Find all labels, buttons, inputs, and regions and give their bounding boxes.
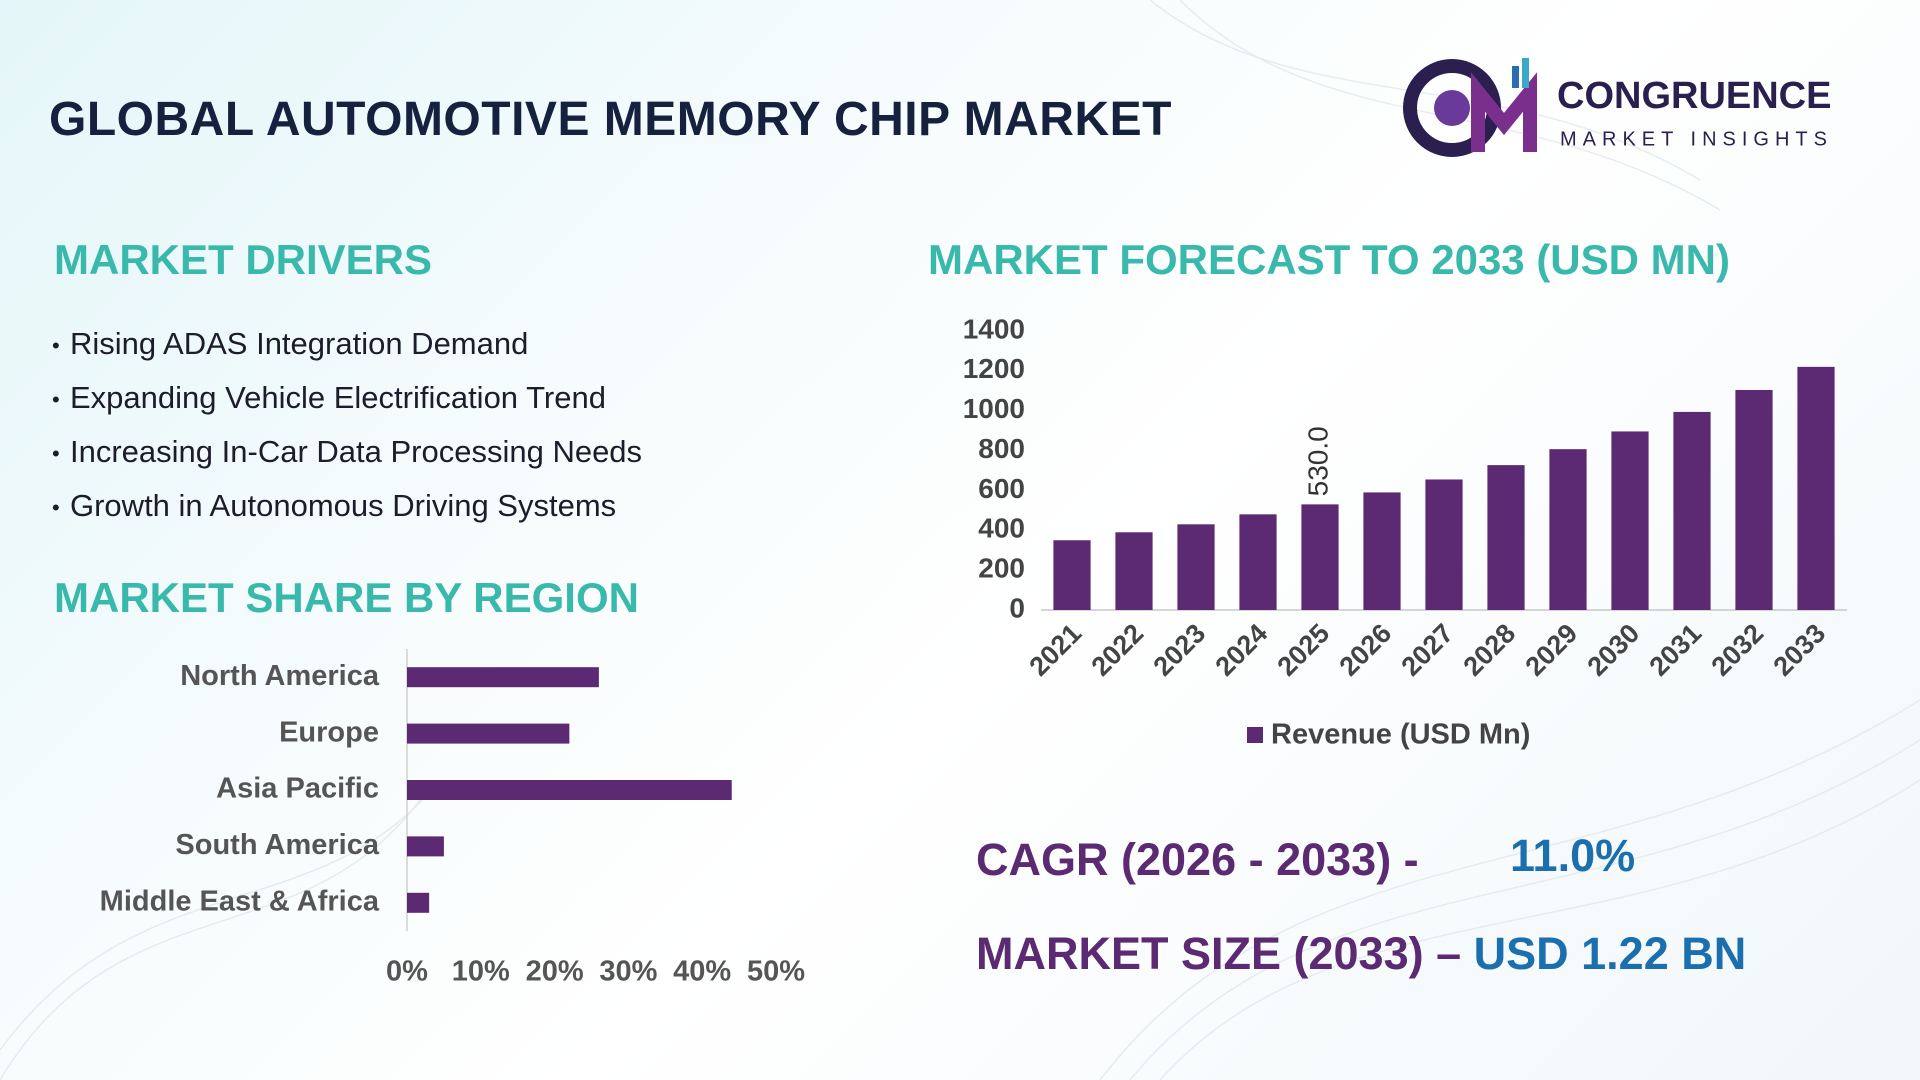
- y-tick-label: 1200: [963, 353, 1025, 384]
- bar: [407, 892, 430, 913]
- page-title: GLOBAL AUTOMOTIVE MEMORY CHIP MARKET: [49, 93, 1172, 146]
- bar: [1053, 540, 1091, 610]
- legend-label: Revenue (USD Mn): [1271, 719, 1530, 751]
- drivers-list: Rising ADAS Integration Demand Expanding…: [52, 322, 642, 538]
- bar: [1549, 449, 1587, 610]
- market-size: MARKET SIZE (2033) – USD 1.22 BN: [976, 928, 1746, 980]
- y-tick-label: 0: [1009, 592, 1025, 623]
- x-tick-label: 2028: [1458, 618, 1522, 682]
- x-tick-label: 40%: [673, 956, 731, 988]
- bar: [1363, 492, 1401, 610]
- x-tick-label: 2030: [1582, 618, 1646, 682]
- x-tick-label: 0%: [386, 956, 428, 988]
- x-tick-label: 2021: [1024, 618, 1088, 682]
- bar: [407, 836, 444, 857]
- bar: [407, 780, 732, 800]
- y-tick-label: Asia Pacific: [216, 773, 379, 805]
- y-tick-label: 800: [978, 433, 1025, 464]
- bar: [1177, 524, 1215, 610]
- bar: [1611, 431, 1649, 610]
- driver-item: Rising ADAS Integration Demand: [52, 322, 642, 376]
- legend-swatch: [1247, 727, 1263, 743]
- cagr: CAGR (2026 - 2033) -: [976, 834, 1419, 886]
- y-tick-label: Middle East & Africa: [100, 885, 380, 917]
- cagr-value: 11.0%: [1510, 830, 1636, 881]
- x-tick-label: 2024: [1210, 618, 1274, 682]
- y-tick-label: 1000: [963, 393, 1025, 424]
- value-label: 530.0: [1302, 426, 1333, 496]
- x-tick-label: 2025: [1272, 618, 1336, 682]
- bar: [1673, 411, 1711, 610]
- cagr-label: CAGR (2026 - 2033) -: [976, 834, 1419, 885]
- x-tick-label: 2031: [1644, 618, 1708, 682]
- y-tick-label: South America: [175, 829, 379, 861]
- y-tick-label: North America: [180, 660, 380, 692]
- driver-item: Increasing In-Car Data Processing Needs: [52, 430, 642, 484]
- y-tick-label: Europe: [279, 716, 379, 748]
- region-title: MARKET SHARE BY REGION: [54, 574, 639, 621]
- bar: [1797, 366, 1835, 610]
- size-value: USD 1.22 BN: [1473, 928, 1747, 979]
- x-tick-label: 2026: [1334, 618, 1398, 682]
- logo-bar: [1522, 58, 1529, 88]
- bar: [1487, 465, 1525, 610]
- drivers-title: MARKET DRIVERS: [54, 236, 433, 283]
- driver-item: Expanding Vehicle Electrification Trend: [52, 376, 642, 430]
- logo-m: [1471, 72, 1537, 152]
- x-tick-label: 2023: [1148, 618, 1212, 682]
- x-tick-label: 20%: [526, 956, 584, 988]
- bar: [1115, 532, 1153, 610]
- brand-tagline: MARKET INSIGHTS: [1560, 128, 1833, 150]
- driver-item: Growth in Autonomous Driving Systems: [52, 484, 642, 538]
- x-tick-label: 2032: [1706, 618, 1770, 682]
- x-tick-label: 2029: [1520, 618, 1584, 682]
- bar: [1425, 479, 1463, 610]
- y-tick-label: 400: [978, 513, 1025, 544]
- logo-globe: [1434, 90, 1470, 126]
- x-tick-label: 2027: [1396, 618, 1460, 682]
- x-tick-label: 10%: [452, 956, 510, 988]
- x-tick-label: 30%: [599, 956, 657, 988]
- bar: [407, 723, 570, 744]
- x-tick-label: 2033: [1768, 618, 1832, 682]
- logo-bar: [1512, 66, 1519, 88]
- bar: [407, 667, 599, 688]
- bar: [1239, 514, 1277, 610]
- x-tick-label: 50%: [747, 956, 805, 988]
- bar: [1301, 504, 1339, 610]
- y-tick-label: 200: [978, 553, 1025, 584]
- y-tick-label: 1400: [963, 313, 1025, 344]
- brand-logo: CONGRUENCE MARKET INSIGHTS: [1403, 58, 1833, 157]
- x-tick-label: 2022: [1086, 618, 1150, 682]
- size-label: MARKET SIZE (2033) –: [976, 928, 1462, 979]
- bar: [1735, 389, 1773, 610]
- forecast-title: MARKET FORECAST TO 2033 (USD MN): [928, 236, 1730, 283]
- brand-name: CONGRUENCE: [1557, 75, 1831, 117]
- y-tick-label: 600: [978, 473, 1025, 504]
